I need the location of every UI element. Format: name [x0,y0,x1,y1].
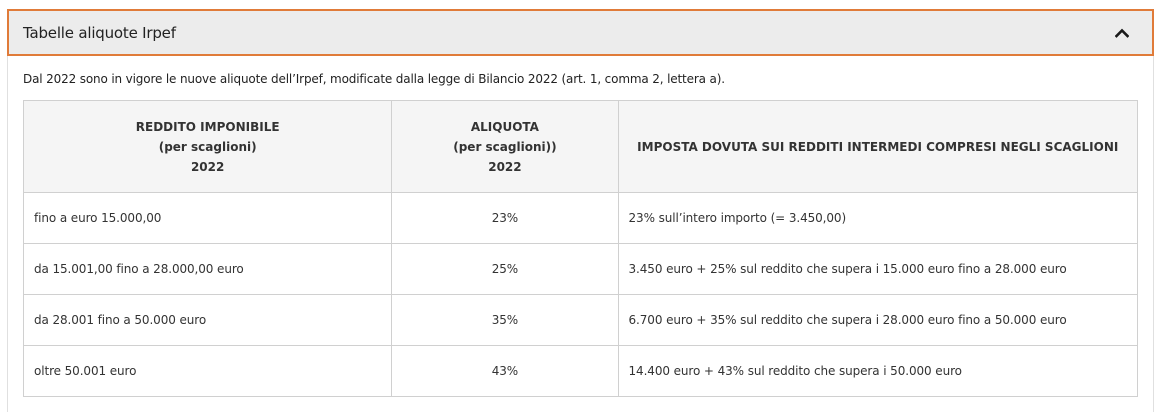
header-line: (per scaglioni) [158,139,257,154]
header-reddito-imponibile: REDDITO IMPONIBILE (per scaglioni) 2022 [22,100,393,193]
header-line: IMPOSTA DOVUTA SUI REDDITI INTERMEDI COM… [637,139,1119,154]
cell-imposta: 6.700 euro + 35% sul reddito che supera … [617,294,1139,346]
header-line: ALIQUOTA [470,119,539,134]
cell-aliquota: 23% [391,192,619,244]
header-line: 2022 [190,159,225,174]
table-row: da 15.001,00 fino a 28.000,00 euro 25% 3… [22,243,1139,295]
cell-aliquota: 35% [391,294,619,346]
header-aliquota: ALIQUOTA (per scaglioni)) 2022 [391,100,619,193]
cell-reddito: oltre 50.001 euro [22,345,393,397]
table-row: oltre 50.001 euro 43% 14.400 euro + 43% … [22,345,1139,397]
header-imposta-dovuta: IMPOSTA DOVUTA SUI REDDITI INTERMEDI COM… [617,100,1139,193]
accordion-title: Tabelle aliquote Irpef [23,23,176,42]
table-header-row: REDDITO IMPONIBILE (per scaglioni) 2022 … [22,100,1139,193]
header-line: (per scaglioni)) [453,139,557,154]
header-line: REDDITO IMPONIBILE [135,119,280,134]
accordion-header[interactable]: Tabelle aliquote Irpef [7,9,1154,56]
chevron-up-icon[interactable] [1114,25,1130,41]
irpef-rates-table: REDDITO IMPONIBILE (per scaglioni) 2022 … [22,100,1139,397]
cell-aliquota: 25% [391,243,619,295]
header-line: 2022 [488,159,522,174]
cell-imposta: 14.400 euro + 43% sul reddito che supera… [617,345,1139,397]
cell-imposta: 3.450 euro + 25% sul reddito che supera … [617,243,1139,295]
table-row: da 28.001 fino a 50.000 euro 35% 6.700 e… [22,294,1139,346]
cell-reddito: da 28.001 fino a 50.000 euro [22,294,393,346]
table-row: fino a euro 15.000,00 23% 23% sull’inter… [22,192,1139,244]
cell-reddito: fino a euro 15.000,00 [22,192,393,244]
cell-reddito: da 15.001,00 fino a 28.000,00 euro [22,243,393,295]
intro-text: Dal 2022 sono in vigore le nuove aliquot… [23,72,725,86]
cell-aliquota: 43% [391,345,619,397]
cell-imposta: 23% sull’intero importo (= 3.450,00) [617,192,1139,244]
irpef-accordion: Tabelle aliquote Irpef Dal 2022 sono in … [7,9,1154,412]
